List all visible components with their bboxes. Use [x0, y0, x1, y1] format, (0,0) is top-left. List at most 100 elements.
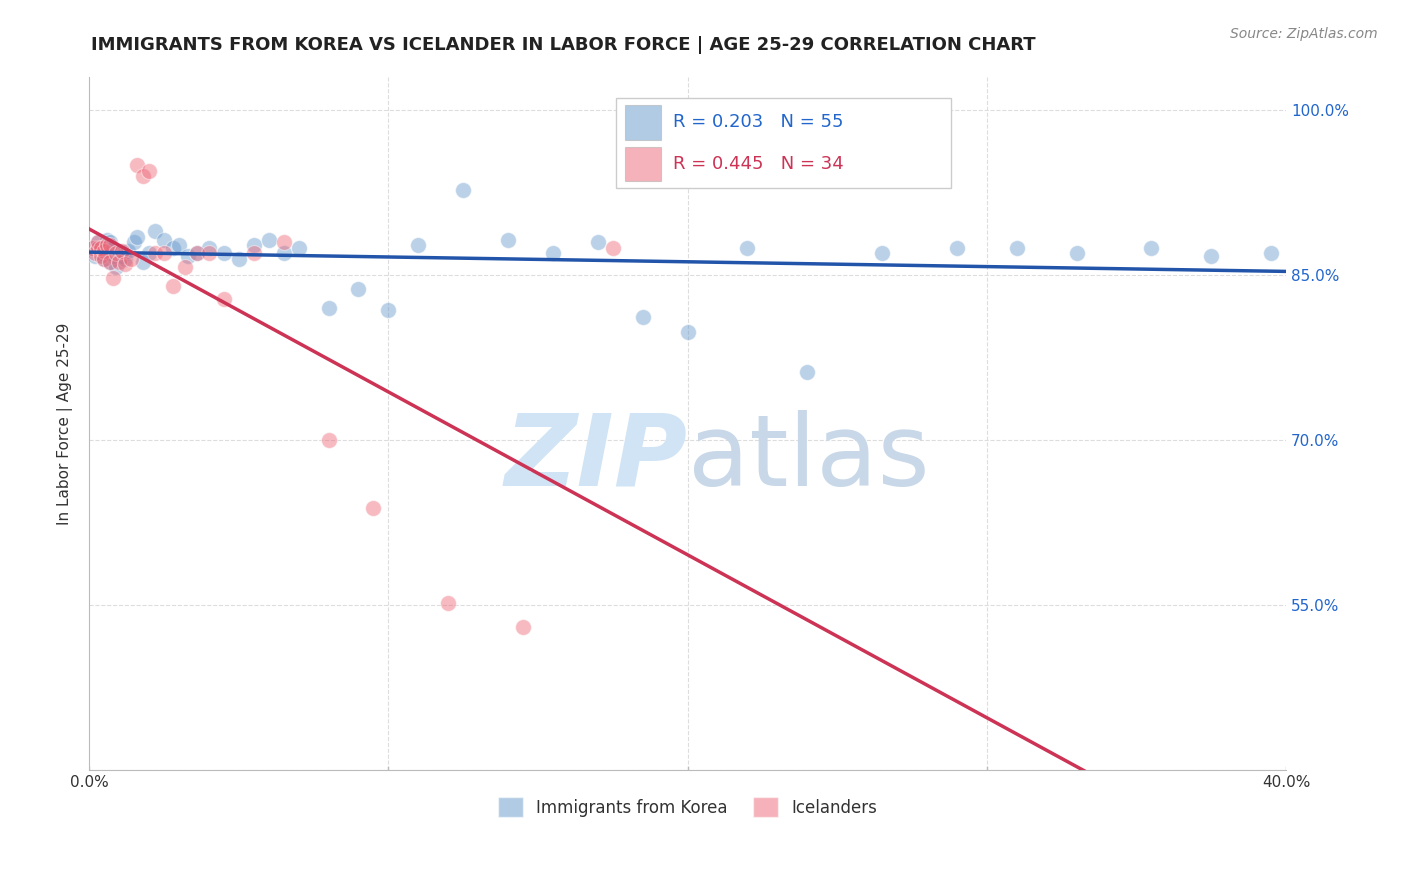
Point — [90, 246, 112, 260]
Point — [273, 235, 295, 250]
Point — [586, 235, 609, 250]
Y-axis label: In Labor Force | Age 25-29: In Labor Force | Age 25-29 — [58, 323, 73, 524]
Point — [114, 257, 136, 271]
Point — [98, 255, 121, 269]
Point — [1066, 246, 1088, 260]
Point — [82, 241, 104, 255]
Point — [153, 246, 176, 260]
Point — [122, 235, 145, 250]
Legend: Immigrants from Korea, Icelanders: Immigrants from Korea, Icelanders — [491, 790, 884, 824]
Point — [242, 246, 264, 260]
Point — [120, 252, 142, 266]
Point — [347, 281, 370, 295]
Point — [98, 235, 121, 250]
Point — [162, 241, 184, 255]
Point — [212, 293, 235, 307]
Point — [105, 246, 128, 260]
Point — [198, 246, 221, 260]
Point — [228, 252, 250, 266]
Point — [93, 252, 115, 266]
Point — [496, 233, 519, 247]
Text: R = 0.445   N = 34: R = 0.445 N = 34 — [673, 155, 844, 173]
FancyBboxPatch shape — [626, 146, 661, 181]
Point — [1140, 241, 1163, 255]
Point — [132, 255, 155, 269]
Point — [437, 596, 460, 610]
Point — [257, 233, 280, 247]
Point — [541, 246, 564, 260]
Point — [946, 241, 969, 255]
FancyBboxPatch shape — [626, 105, 661, 140]
Point — [87, 241, 110, 255]
Point — [1005, 241, 1028, 255]
Point — [98, 246, 121, 260]
Point — [406, 237, 429, 252]
Point — [90, 248, 112, 262]
Point — [93, 252, 115, 266]
Point — [87, 235, 110, 250]
Point — [87, 241, 110, 255]
Point — [138, 164, 160, 178]
Point — [273, 246, 295, 260]
Point — [631, 310, 654, 324]
Point — [98, 237, 121, 252]
Point — [96, 237, 118, 252]
Text: ZIP: ZIP — [505, 409, 688, 507]
Text: atlas: atlas — [688, 409, 929, 507]
Point — [177, 248, 200, 262]
Point — [125, 230, 148, 244]
Point — [108, 244, 131, 259]
Point — [93, 244, 115, 259]
Point — [117, 244, 139, 259]
Point — [143, 224, 166, 238]
Point — [1260, 246, 1282, 260]
Point — [318, 434, 340, 448]
Point — [105, 260, 128, 274]
Point — [82, 241, 104, 255]
Text: IMMIGRANTS FROM KOREA VS ICELANDER IN LABOR FORCE | AGE 25-29 CORRELATION CHART: IMMIGRANTS FROM KOREA VS ICELANDER IN LA… — [91, 36, 1036, 54]
Point — [186, 246, 208, 260]
Point — [162, 279, 184, 293]
Point — [363, 501, 385, 516]
Point — [242, 237, 264, 252]
Point — [1199, 248, 1222, 262]
Point — [111, 248, 134, 262]
Point — [108, 255, 131, 269]
Point — [318, 301, 340, 316]
Point — [125, 158, 148, 172]
Point — [602, 241, 624, 255]
Point — [174, 260, 197, 274]
Point — [870, 246, 893, 260]
Point — [132, 169, 155, 184]
Point — [93, 244, 115, 259]
Point — [186, 246, 208, 260]
Point — [212, 246, 235, 260]
Point — [101, 270, 124, 285]
Point — [737, 241, 759, 255]
Point — [111, 244, 134, 259]
Point — [90, 241, 112, 255]
Point — [96, 237, 118, 252]
Point — [138, 246, 160, 260]
Point — [198, 241, 221, 255]
Point — [96, 233, 118, 247]
Point — [143, 246, 166, 260]
Point — [796, 365, 818, 379]
Point — [377, 303, 399, 318]
Point — [87, 235, 110, 250]
Point — [98, 255, 121, 269]
Text: Source: ZipAtlas.com: Source: ZipAtlas.com — [1230, 27, 1378, 41]
Text: R = 0.203   N = 55: R = 0.203 N = 55 — [673, 113, 844, 131]
Point — [101, 248, 124, 262]
Point — [287, 241, 309, 255]
FancyBboxPatch shape — [616, 98, 950, 188]
Point — [451, 183, 474, 197]
Point — [167, 237, 190, 252]
Point — [512, 620, 534, 634]
Point — [676, 326, 699, 340]
Point — [114, 252, 136, 266]
Point — [84, 246, 107, 260]
Point — [101, 241, 124, 255]
Point — [84, 248, 107, 262]
Point — [153, 233, 176, 247]
